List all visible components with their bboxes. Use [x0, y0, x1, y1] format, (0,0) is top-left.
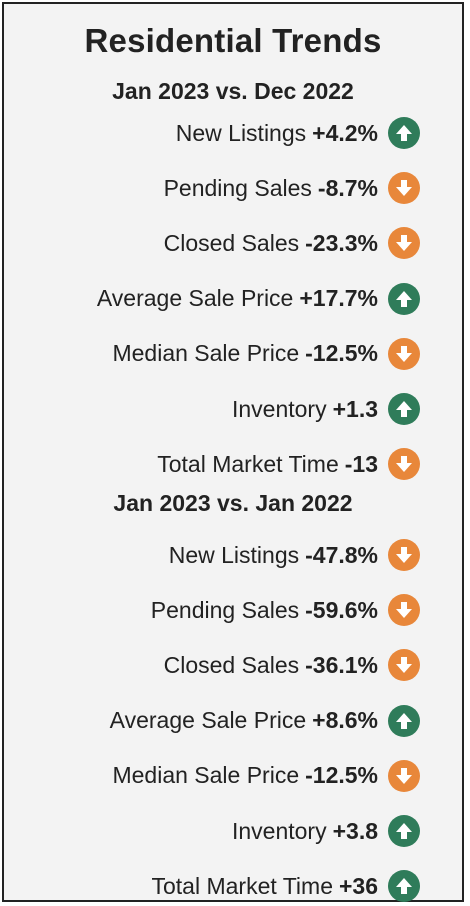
trend-value: +3.8 — [332, 817, 378, 844]
arrow-down-icon — [388, 594, 420, 627]
trend-label: Closed Sales — [163, 229, 300, 256]
arrow-down-icon — [388, 649, 420, 682]
residential-trends-card: Residential Trends Jan 2023 vs. Dec 2022… — [2, 2, 464, 904]
trend-row: Inventory +3.8 — [232, 813, 420, 849]
trend-label: Total Market Time — [157, 450, 339, 477]
arrow-down-icon — [388, 337, 420, 370]
trend-row: Total Market Time +36 — [151, 868, 420, 904]
trend-value: -8.7% — [317, 174, 378, 201]
trend-value: -59.6% — [305, 596, 378, 623]
trend-value: +36 — [338, 872, 378, 899]
trend-value: -23.3% — [305, 229, 378, 256]
page-title: Residential Trends — [84, 22, 382, 59]
trend-value: -12.5% — [305, 340, 378, 367]
arrow-down-icon — [388, 172, 420, 205]
trend-label: Closed Sales — [163, 651, 300, 678]
trend-row: Closed Sales -23.3% — [164, 225, 420, 261]
trend-value: -36.1% — [305, 651, 378, 678]
trend-row: Average Sale Price +17.7% — [97, 281, 420, 317]
trend-value: +4.2% — [312, 119, 378, 146]
trend-label: Average Sale Price — [96, 285, 294, 312]
trend-row: New Listings +4.2% — [176, 115, 420, 151]
arrow-down-icon — [388, 539, 420, 571]
arrow-up-icon — [388, 870, 420, 903]
trend-label: Total Market Time — [151, 872, 333, 899]
arrow-up-icon — [388, 704, 420, 737]
section-heading: Jan 2023 vs. Dec 2022 — [112, 78, 354, 104]
trend-value: -13 — [344, 450, 378, 477]
trend-label: New Listings — [168, 541, 300, 568]
trend-value: -47.8% — [305, 541, 378, 568]
trend-row: Pending Sales -59.6% — [151, 592, 420, 628]
trend-row: Closed Sales -36.1% — [164, 647, 420, 683]
arrow-up-icon — [388, 815, 420, 847]
trend-label: Median Sale Price — [112, 340, 300, 367]
trend-row: Median Sale Price -12.5% — [112, 758, 420, 794]
trend-label: Pending Sales — [163, 174, 312, 201]
trend-label: New Listings — [175, 119, 307, 146]
trend-row: Average Sale Price +8.6% — [110, 703, 420, 739]
trend-label: Inventory — [231, 395, 327, 422]
arrow-up-icon — [388, 117, 420, 149]
trend-label: Inventory — [231, 817, 327, 844]
trend-value: -12.5% — [305, 762, 378, 789]
trend-value: +17.7% — [299, 285, 378, 312]
arrow-up-icon — [388, 393, 420, 425]
arrow-down-icon — [388, 448, 420, 481]
trend-row: Pending Sales -8.7% — [164, 170, 420, 206]
trend-row: Median Sale Price -12.5% — [112, 336, 420, 372]
trend-value: +1.3 — [332, 395, 378, 422]
arrow-up-icon — [388, 282, 420, 315]
arrow-down-icon — [388, 759, 420, 792]
trend-label: Average Sale Price — [109, 707, 307, 734]
section-heading: Jan 2023 vs. Jan 2022 — [113, 490, 353, 516]
trend-value: +8.6% — [312, 707, 378, 734]
trend-row: Total Market Time -13 — [157, 446, 420, 482]
trend-row: New Listings -47.8% — [169, 537, 420, 573]
trend-row: Inventory +1.3 — [232, 391, 420, 427]
arrow-down-icon — [388, 227, 420, 260]
trend-label: Median Sale Price — [112, 762, 300, 789]
trend-label: Pending Sales — [150, 596, 300, 623]
